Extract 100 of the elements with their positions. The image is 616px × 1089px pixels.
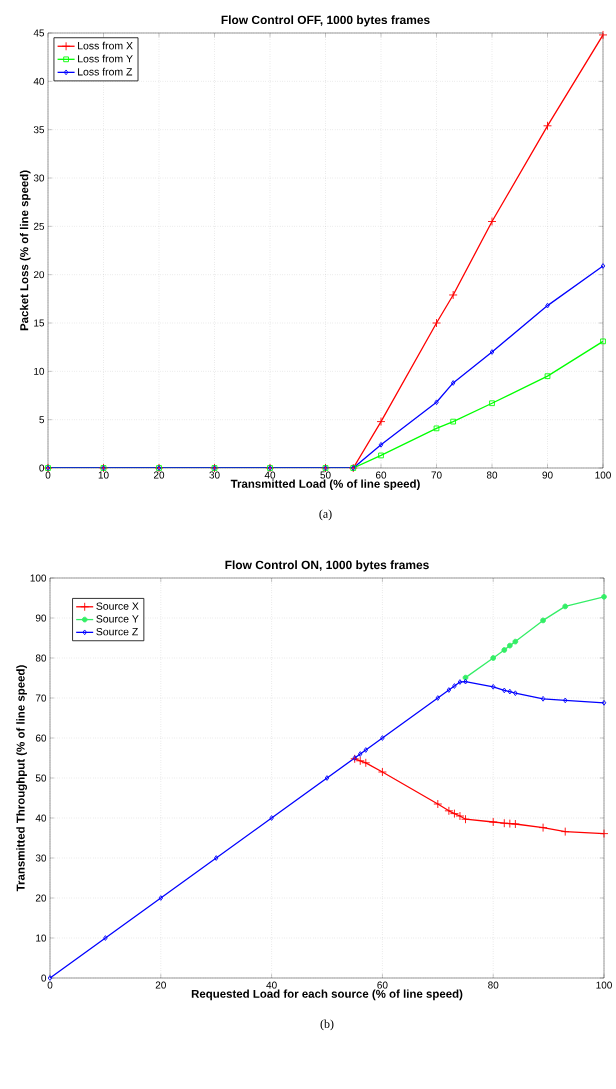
- y-tick-label: 5: [39, 416, 45, 424]
- point: [158, 895, 164, 901]
- point: [363, 747, 369, 753]
- x-tick-label: 50: [320, 471, 331, 479]
- y-axis-title: Transmitted Throughput (% of line speed): [16, 665, 27, 892]
- y-axis-title: Packet Loss (% of line speed): [19, 170, 31, 331]
- y-tick-label: 10: [36, 934, 47, 942]
- y-tick-label: 30: [33, 174, 45, 182]
- point: [435, 695, 441, 701]
- point: [448, 290, 458, 300]
- point: [378, 441, 384, 448]
- point: [432, 318, 441, 328]
- text: (a): [319, 509, 332, 521]
- x-tick-label: 0: [47, 981, 53, 989]
- point: [462, 674, 469, 681]
- x-tick-label: 100: [595, 471, 611, 479]
- point: [433, 425, 440, 432]
- x-tick-label: 30: [209, 471, 220, 479]
- point: [490, 655, 497, 661]
- x-tick-label: 10: [98, 471, 109, 479]
- x-tick-label: 20: [153, 471, 165, 479]
- point: [489, 349, 495, 355]
- legend-label: Loss from Y: [78, 54, 133, 63]
- point: [487, 217, 497, 226]
- y-tick-label: 20: [35, 894, 47, 902]
- point: [376, 417, 386, 427]
- y-tick-label: 60: [35, 734, 47, 742]
- point: [377, 767, 387, 777]
- point: [506, 642, 513, 649]
- chart-title: Flow Control ON, 1000 bytes frames: [225, 560, 429, 572]
- point: [598, 30, 608, 40]
- y-tick-label: 15: [34, 319, 45, 327]
- y-tick-label: 10: [34, 367, 45, 375]
- point: [269, 815, 274, 821]
- x-tick-label: 80: [488, 981, 499, 989]
- point: [457, 679, 463, 685]
- y-tick-label: 40: [33, 77, 45, 85]
- point: [324, 775, 330, 781]
- y-tick-label: 100: [30, 574, 47, 582]
- point: [213, 855, 219, 861]
- point: [562, 603, 569, 610]
- point: [560, 827, 570, 837]
- x-tick-label: 60: [377, 981, 388, 989]
- x-tick-label: 20: [155, 981, 166, 989]
- y-tick-label: 0: [41, 974, 47, 982]
- y-tick-label: 45: [33, 29, 45, 37]
- point: [489, 400, 495, 407]
- point: [103, 935, 108, 941]
- point: [490, 683, 496, 690]
- y-tick-label: 35: [33, 126, 45, 134]
- point: [540, 695, 546, 702]
- x-axis-title: Requested Load for each source (% of line speed): [191, 989, 463, 1001]
- point: [463, 678, 468, 685]
- x-tick-label: 40: [264, 471, 276, 479]
- point: [358, 751, 363, 757]
- point: [544, 373, 551, 380]
- text: (b): [320, 1019, 334, 1031]
- point: [499, 818, 509, 828]
- x-tick-label: 40: [266, 981, 277, 989]
- x-tick-label: 100: [596, 981, 612, 989]
- point: [450, 380, 456, 386]
- y-tick-label: 20: [33, 271, 45, 279]
- y-tick-label: 80: [35, 654, 47, 662]
- legend-label: Loss from Z: [78, 67, 133, 76]
- point: [601, 593, 607, 600]
- point: [434, 399, 439, 406]
- point: [433, 799, 443, 809]
- point: [512, 638, 519, 645]
- point: [562, 697, 568, 704]
- point: [543, 121, 552, 131]
- point: [513, 690, 518, 697]
- y-tick-label: 90: [35, 614, 47, 622]
- point: [380, 735, 385, 741]
- y-tick-label: 40: [35, 814, 47, 822]
- point: [501, 647, 508, 653]
- point: [488, 817, 498, 827]
- point: [545, 302, 550, 309]
- point: [446, 687, 452, 693]
- point: [599, 829, 609, 839]
- legend-label: Source Y: [96, 615, 139, 623]
- point: [450, 418, 456, 425]
- point: [600, 338, 606, 345]
- x-tick-label: 90: [542, 471, 553, 479]
- x-axis-title: Transmitted Load (% of line speed): [230, 479, 420, 491]
- point: [502, 687, 507, 694]
- x-tick-label: 80: [486, 471, 498, 479]
- point: [452, 683, 457, 689]
- x-tick-label: 60: [375, 471, 387, 479]
- y-tick-label: 70: [35, 694, 47, 702]
- legend-label: Source Z: [96, 627, 138, 636]
- point: [378, 452, 384, 459]
- point: [540, 617, 546, 624]
- y-tick-label: 50: [35, 774, 47, 782]
- point: [507, 688, 513, 695]
- legend-label: Loss from X: [78, 41, 133, 50]
- legend-label: Source X: [96, 602, 139, 610]
- x-tick-label: 70: [431, 471, 442, 479]
- chart-title: Flow Control OFF, 1000 bytes frames: [221, 15, 430, 27]
- point: [538, 823, 548, 833]
- point: [510, 819, 520, 829]
